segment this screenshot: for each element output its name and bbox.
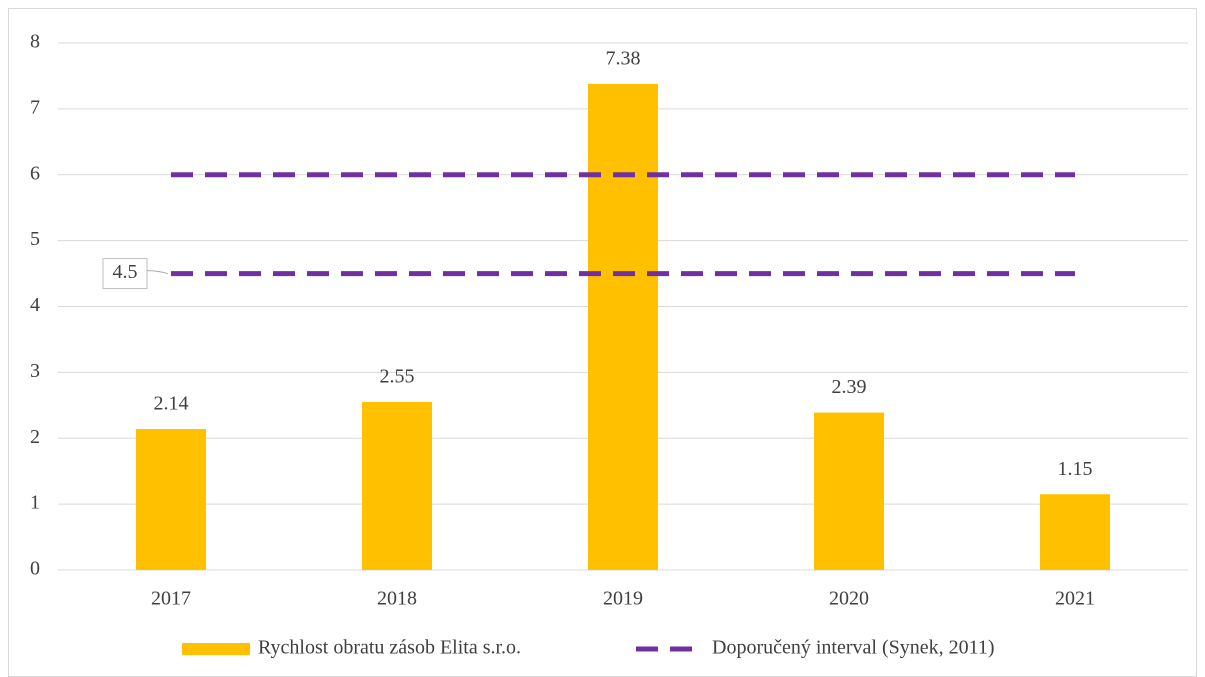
- y-tick-label: 6: [30, 162, 40, 184]
- data-label: 2.39: [832, 376, 867, 398]
- y-tick-label: 1: [30, 492, 40, 514]
- leader-line: [146, 270, 169, 275]
- data-label: 2.14: [154, 393, 189, 415]
- data-label: 2.55: [380, 366, 415, 388]
- y-tick-label: 5: [30, 228, 40, 250]
- y-tick-label: 2: [30, 426, 40, 448]
- bar: [136, 429, 206, 570]
- y-tick-label: 8: [30, 31, 40, 53]
- x-tick-label: 2018: [377, 588, 417, 610]
- data-label: 1.15: [1058, 458, 1093, 480]
- bar: [588, 83, 658, 570]
- x-tick-label: 2019: [603, 588, 643, 610]
- y-tick-label: 3: [30, 360, 40, 382]
- legend-swatch: [182, 643, 250, 655]
- data-label: 4.5: [113, 261, 138, 283]
- y-tick-label: 7: [30, 96, 40, 118]
- legend-label: Rychlost obratu zásob Elita s.r.o.: [258, 637, 521, 659]
- y-tick-label: 4: [30, 294, 40, 316]
- legend-label: Doporučený interval (Synek, 2011): [712, 637, 995, 659]
- bar: [1040, 494, 1110, 570]
- x-tick-label: 2017: [151, 588, 191, 610]
- x-tick-label: 2021: [1055, 588, 1095, 610]
- x-tick-label: 2020: [829, 588, 869, 610]
- label-box: [102, 258, 148, 290]
- y-tick-label: 0: [30, 558, 40, 580]
- bar: [362, 402, 432, 570]
- data-label: 7.38: [606, 47, 641, 69]
- bar: [814, 412, 884, 570]
